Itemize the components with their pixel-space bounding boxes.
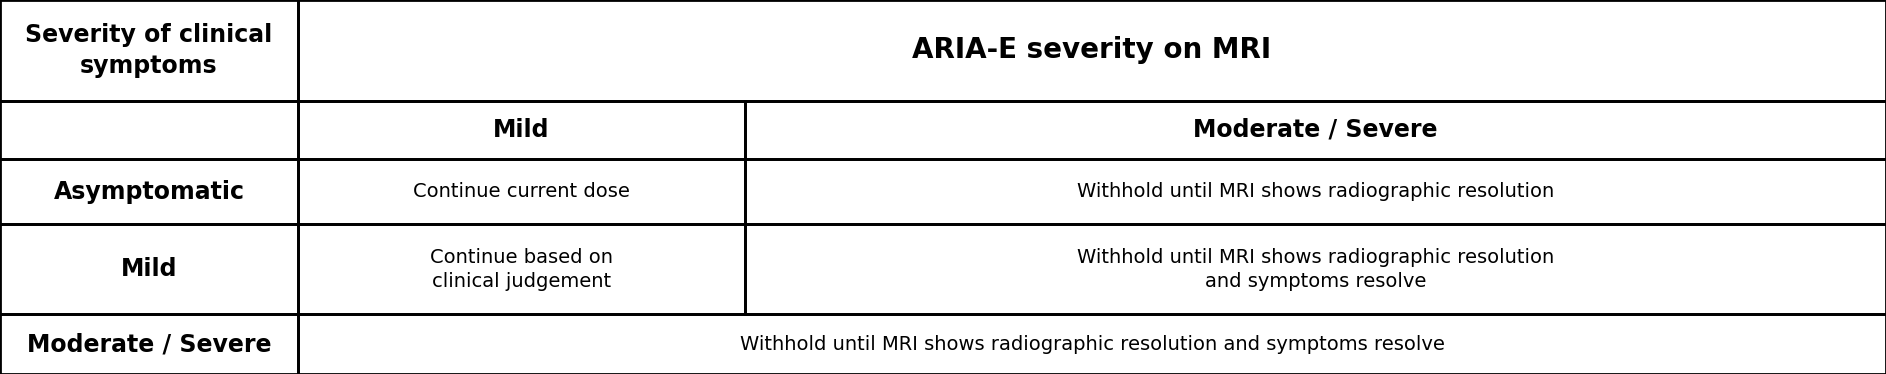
Text: Asymptomatic: Asymptomatic — [53, 180, 245, 204]
Text: Moderate / Severe: Moderate / Severe — [26, 332, 272, 356]
Text: Withhold until MRI shows radiographic resolution and symptoms resolve: Withhold until MRI shows radiographic re… — [739, 335, 1445, 353]
Text: Mild: Mild — [121, 257, 177, 281]
Text: Withhold until MRI shows radiographic resolution: Withhold until MRI shows radiographic re… — [1077, 182, 1554, 201]
Text: Mild: Mild — [494, 118, 549, 142]
Text: Withhold until MRI shows radiographic resolution
and symptoms resolve: Withhold until MRI shows radiographic re… — [1077, 248, 1554, 291]
Text: Continue based on
clinical judgement: Continue based on clinical judgement — [430, 248, 613, 291]
Text: Continue current dose: Continue current dose — [413, 182, 630, 201]
Text: ARIA-E severity on MRI: ARIA-E severity on MRI — [913, 37, 1271, 64]
Text: Moderate / Severe: Moderate / Severe — [1194, 118, 1437, 142]
Text: Severity of clinical
symptoms: Severity of clinical symptoms — [25, 23, 273, 78]
